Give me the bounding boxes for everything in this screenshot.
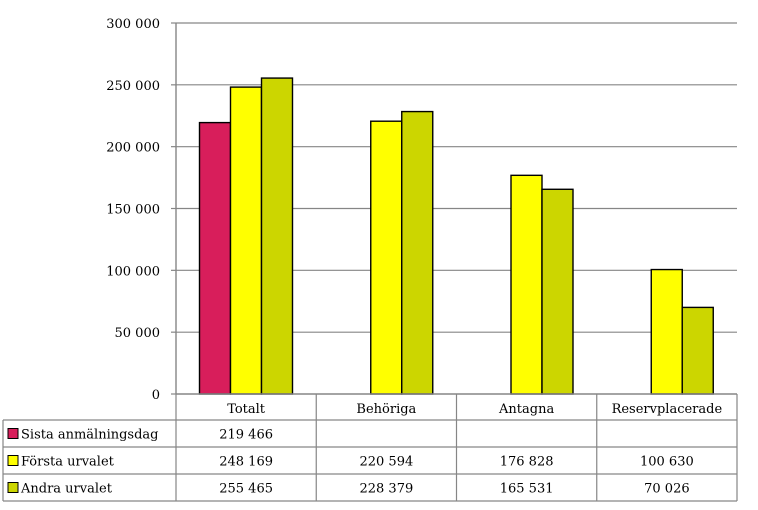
- y-axis-ticks: 0 50 000 100 000 150 000 200 000 250 000 300 0…: [106, 17, 160, 403]
- y-tick-label: 150 000: [106, 203, 160, 218]
- data-label: 228 379: [359, 482, 413, 497]
- data-label: 220 594: [359, 455, 413, 470]
- bar-0-2: [260, 77, 294, 395]
- data-label: 248 169: [219, 455, 273, 470]
- category-label: Totalt: [227, 402, 266, 417]
- data-label: 219 466: [219, 428, 273, 443]
- category-label: Behöriga: [356, 402, 416, 417]
- data-label: 100 630: [640, 455, 694, 470]
- bar-2-1: [510, 174, 543, 395]
- data-label: 255 465: [219, 482, 273, 497]
- legend-label: Andra urvalet: [20, 482, 113, 497]
- legend-swatch: [7, 455, 19, 466]
- bar-0-0: [198, 121, 232, 395]
- bar-2-2: [541, 188, 574, 395]
- y-tick-label: 250 000: [106, 79, 160, 94]
- data-table: Totalt Behöriga Antagna Reservplacerade Sist…: [2, 394, 738, 502]
- category-label: Reservplacerade: [612, 402, 723, 417]
- bar-0-1: [229, 86, 263, 395]
- y-tick-label: 300 000: [106, 17, 160, 32]
- y-tick-label: 100 000: [106, 264, 160, 279]
- category-label: Antagna: [498, 402, 554, 417]
- y-tick-label: 50 000: [115, 326, 161, 341]
- legend-swatch: [7, 428, 19, 439]
- data-label: 176 828: [500, 455, 554, 470]
- bars: [198, 77, 714, 395]
- y-tick-label: 0: [152, 388, 160, 403]
- bar-3-2: [681, 306, 714, 395]
- data-label: 70 026: [644, 482, 690, 497]
- y-tick-label: 200 000: [106, 141, 160, 156]
- legend-label: Sista anmälningsdag: [21, 428, 159, 443]
- data-label: 165 531: [500, 482, 554, 497]
- bar-1-2: [401, 110, 434, 395]
- legend-swatch: [7, 482, 19, 493]
- bar-1-1: [370, 120, 403, 395]
- bar-3-1: [650, 268, 683, 395]
- legend-label: Första urvalet: [21, 455, 115, 470]
